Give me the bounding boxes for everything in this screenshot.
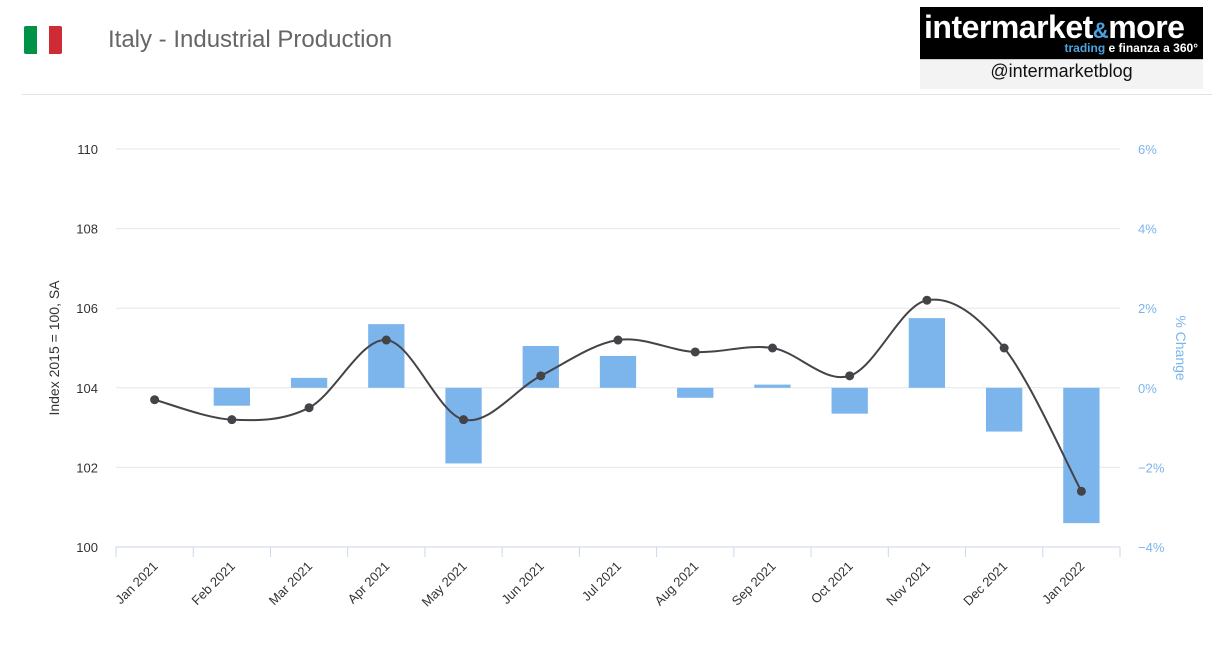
change-bar — [986, 387, 1023, 432]
x-tick-label: Mar 2021 — [266, 559, 315, 608]
logo-tagline-trading: trading — [1064, 41, 1106, 55]
change-bar — [1063, 387, 1100, 524]
x-tick-label: May 2021 — [419, 559, 470, 610]
flag-white-stripe — [36, 26, 50, 54]
change-bar — [213, 387, 250, 406]
x-tick-label: Apr 2021 — [345, 559, 393, 607]
index-point — [613, 335, 623, 345]
index-point — [690, 347, 700, 357]
index-point — [1076, 486, 1086, 496]
index-point — [227, 415, 237, 425]
y2-tick-label: 4% — [1138, 222, 1157, 237]
change-bar — [522, 346, 559, 388]
y-axis-title: Index 2015 = 100, SA — [46, 280, 62, 416]
x-tick-label: Jan 2022 — [1039, 559, 1087, 607]
x-tick-label: Jan 2021 — [112, 559, 160, 607]
x-tick-label: Jun 2021 — [498, 559, 546, 607]
index-point — [922, 295, 932, 305]
y-axis-left: 100 102 104 106 108 110 — [76, 142, 98, 555]
x-tick-label: Sep 2021 — [729, 559, 779, 609]
index-point — [304, 403, 314, 413]
y-tick-label: 110 — [77, 142, 98, 157]
index-point — [536, 371, 546, 381]
logo-tagline-rest: e finanza a 360° — [1105, 41, 1198, 55]
index-point — [767, 343, 777, 353]
change-bar — [290, 377, 328, 388]
y2-tick-label: −2% — [1138, 460, 1165, 475]
y-tick-label: 100 — [76, 540, 98, 555]
x-tick-label: Jul 2021 — [579, 559, 624, 604]
logo-handle: @intermarketblog — [990, 61, 1133, 81]
logo-word-left: intermarket — [924, 9, 1093, 45]
x-tick-label: Aug 2021 — [651, 559, 701, 609]
change-bar — [445, 387, 482, 464]
change-bar — [599, 355, 637, 388]
y-axis-right: −4% −2% 0% 2% 4% 6% — [1138, 142, 1165, 555]
index-point — [150, 395, 160, 405]
flag-green-stripe — [24, 26, 37, 54]
chart-header: Italy - Industrial Production intermarke… — [0, 0, 1216, 95]
x-tick-label: Feb 2021 — [189, 559, 238, 608]
logo-ampersand: & — [1092, 18, 1109, 43]
change-bar — [677, 387, 714, 398]
logo-handle-bar — [920, 59, 1203, 89]
y2-tick-label: 0% — [1138, 381, 1157, 396]
x-tick-label: Nov 2021 — [883, 559, 933, 609]
logo-word-right: more — [1108, 9, 1185, 45]
logo-wordmark: intermarket&more — [924, 9, 1185, 46]
y-tick-label: 104 — [76, 381, 98, 396]
index-point — [999, 343, 1009, 353]
change-bar — [754, 384, 791, 388]
y2-tick-label: −4% — [1138, 540, 1165, 555]
index-point — [845, 371, 855, 381]
index-point — [381, 335, 391, 345]
intermarket-logo: intermarket&more trading e finanza a 360… — [920, 7, 1203, 89]
y2-tick-label: 6% — [1138, 142, 1157, 157]
chart-title: Italy - Industrial Production — [108, 26, 393, 53]
y-tick-label: 102 — [76, 460, 98, 475]
y2-axis-title: % Change — [1173, 315, 1189, 381]
index-point — [459, 415, 469, 425]
header-divider — [22, 94, 1212, 95]
y2-tick-label: 2% — [1138, 301, 1157, 316]
y-tick-label: 108 — [76, 222, 98, 237]
y-tick-label: 106 — [76, 301, 98, 316]
logo-tagline: trading e finanza a 360° — [1064, 41, 1198, 55]
x-tick-label: Oct 2021 — [808, 559, 856, 607]
italy-flag-icon — [24, 26, 62, 54]
percent-change-bars — [213, 318, 1100, 524]
x-axis: Jan 2021 Feb 2021 Mar 2021 Apr 2021 May 2021… — [112, 546, 1121, 610]
change-bar — [908, 318, 946, 388]
index-line-series — [150, 295, 1086, 496]
change-bar — [368, 324, 405, 388]
flag-red-stripe — [49, 26, 62, 54]
x-tick-label: Dec 2021 — [960, 559, 1010, 609]
change-bar — [831, 387, 868, 414]
